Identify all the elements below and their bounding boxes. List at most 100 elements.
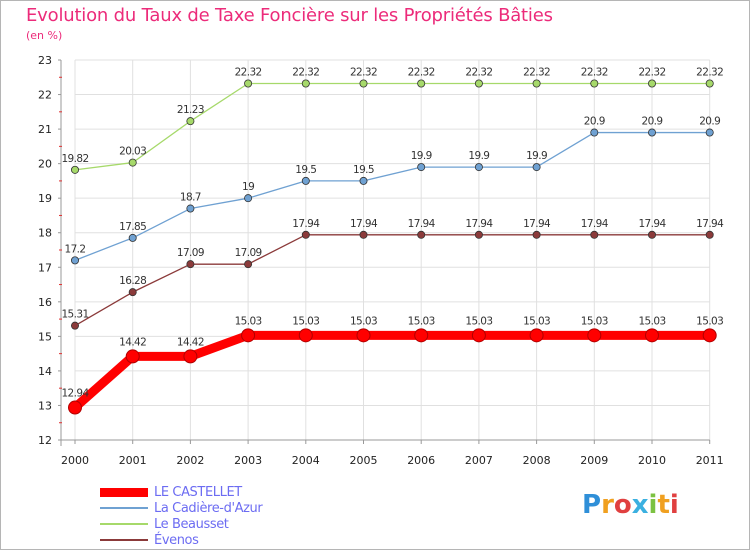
y-tick-label: 22	[38, 89, 52, 102]
data-label: 15.03	[696, 315, 723, 327]
data-point	[705, 128, 714, 137]
x-tick-label: 2002	[176, 454, 204, 467]
line-chart: 2000 2001 2002 2003 2004 2005 2006 2007 2008 2009…	[38, 54, 725, 467]
data-point	[702, 328, 717, 343]
data-point	[417, 230, 426, 239]
data-label: 22.32	[235, 66, 262, 78]
data-label: 15.03	[581, 315, 608, 327]
legend-swatch	[100, 523, 148, 525]
data-point	[705, 230, 714, 239]
data-label: 17.94	[292, 218, 320, 230]
data-label: 20.03	[119, 146, 146, 158]
data-label: 15.03	[350, 315, 377, 327]
data-label: 22.32	[465, 66, 492, 78]
data-point	[68, 400, 82, 415]
data-point	[648, 79, 657, 88]
data-point	[186, 260, 195, 269]
data-label: 17.09	[235, 247, 262, 259]
data-label: 12.94	[61, 388, 89, 400]
y-tick-label: 14	[38, 365, 52, 378]
legend: LE CASTELLET La Cadière-d'Azur Le Beausset…	[100, 484, 263, 548]
y-tick-label: 12	[38, 434, 52, 447]
data-label: 17.94	[408, 218, 436, 230]
logo-letter: P	[582, 490, 602, 520]
data-point	[128, 158, 137, 167]
x-tick-label: 2011	[696, 454, 724, 467]
data-label: 19.5	[295, 164, 316, 176]
data-label: 17.2	[65, 243, 86, 255]
data-point	[241, 328, 256, 343]
data-label: 14.42	[119, 336, 146, 348]
legend-item: Évenos	[100, 532, 262, 548]
data-point	[244, 194, 253, 203]
data-label: 17.85	[119, 221, 146, 233]
logo-letter: o	[613, 490, 632, 520]
data-point	[359, 176, 368, 185]
data-point	[590, 230, 599, 239]
data-label: 17.94	[465, 218, 493, 230]
data-label: 22.32	[638, 66, 665, 78]
y-tick-label: 21	[38, 123, 52, 136]
data-point	[301, 176, 310, 185]
data-point	[648, 128, 657, 137]
proxiti-logo: Proxiti	[582, 490, 679, 520]
data-label: 19.5	[353, 164, 374, 176]
data-label: 22.32	[523, 66, 550, 78]
legend-label: La Cadière-d'Azur	[154, 500, 263, 516]
data-label: 19.9	[411, 150, 432, 162]
data-point	[645, 328, 659, 343]
x-axis-ticks: 2000 2001 2002 2003 2004 2005 2006 2007 2008 2009…	[61, 440, 724, 467]
data-label: 15.03	[465, 315, 492, 327]
data-label: 14.42	[177, 336, 204, 348]
data-label: 15.31	[61, 309, 88, 321]
series-group	[68, 79, 717, 415]
y-tick-label: 15	[38, 330, 52, 343]
data-label: 22.32	[581, 66, 608, 78]
data-label: 20.9	[699, 116, 720, 128]
data-point	[532, 163, 541, 172]
data-point	[532, 230, 541, 239]
data-label: 22.32	[408, 66, 435, 78]
legend-item: La Cadière-d'Azur	[100, 500, 263, 516]
logo-letter: r	[601, 490, 614, 520]
data-label: 18.7	[180, 192, 201, 204]
x-tick-label: 2010	[638, 454, 666, 467]
data-point	[71, 321, 80, 330]
data-point	[414, 328, 429, 343]
data-point	[71, 165, 80, 174]
legend-swatch	[100, 539, 148, 541]
y-tick-label: 16	[38, 296, 52, 309]
data-point	[244, 79, 253, 88]
data-label: 20.9	[584, 116, 605, 128]
y-tick-label: 19	[38, 192, 52, 205]
data-point	[587, 328, 602, 343]
data-label: 17.94	[581, 218, 609, 230]
data-point	[359, 79, 368, 88]
data-point	[471, 328, 486, 343]
x-tick-label: 2009	[580, 454, 608, 467]
data-label: 21.23	[177, 104, 204, 116]
legend-swatch	[100, 507, 148, 509]
data-labels: 19.82 20.03 21.23 22.32 22.32 22.32 22.32 22.32…	[61, 66, 724, 399]
data-point	[474, 79, 483, 88]
y-tick-label: 23	[38, 54, 52, 67]
data-label: 19	[242, 181, 254, 193]
x-tick-label: 2006	[407, 454, 435, 467]
logo-letter: x	[631, 490, 649, 520]
data-label: 19.82	[61, 153, 88, 165]
series-line-0	[70, 330, 715, 413]
data-point	[186, 204, 195, 213]
y-tick-label: 17	[38, 261, 52, 274]
data-label: 19.9	[468, 150, 489, 162]
grid	[74, 59, 711, 441]
y-axis-ticks: 12 13 14 15 16 17 18 19 20 21 22 23	[38, 54, 62, 447]
data-point	[183, 349, 198, 364]
x-tick-label: 2005	[350, 454, 378, 467]
x-tick-label: 2008	[523, 454, 551, 467]
series-line-1	[74, 131, 711, 262]
data-point	[244, 260, 253, 269]
x-tick-label: 2003	[234, 454, 262, 467]
data-point	[186, 117, 195, 126]
series-line-2	[74, 82, 711, 171]
